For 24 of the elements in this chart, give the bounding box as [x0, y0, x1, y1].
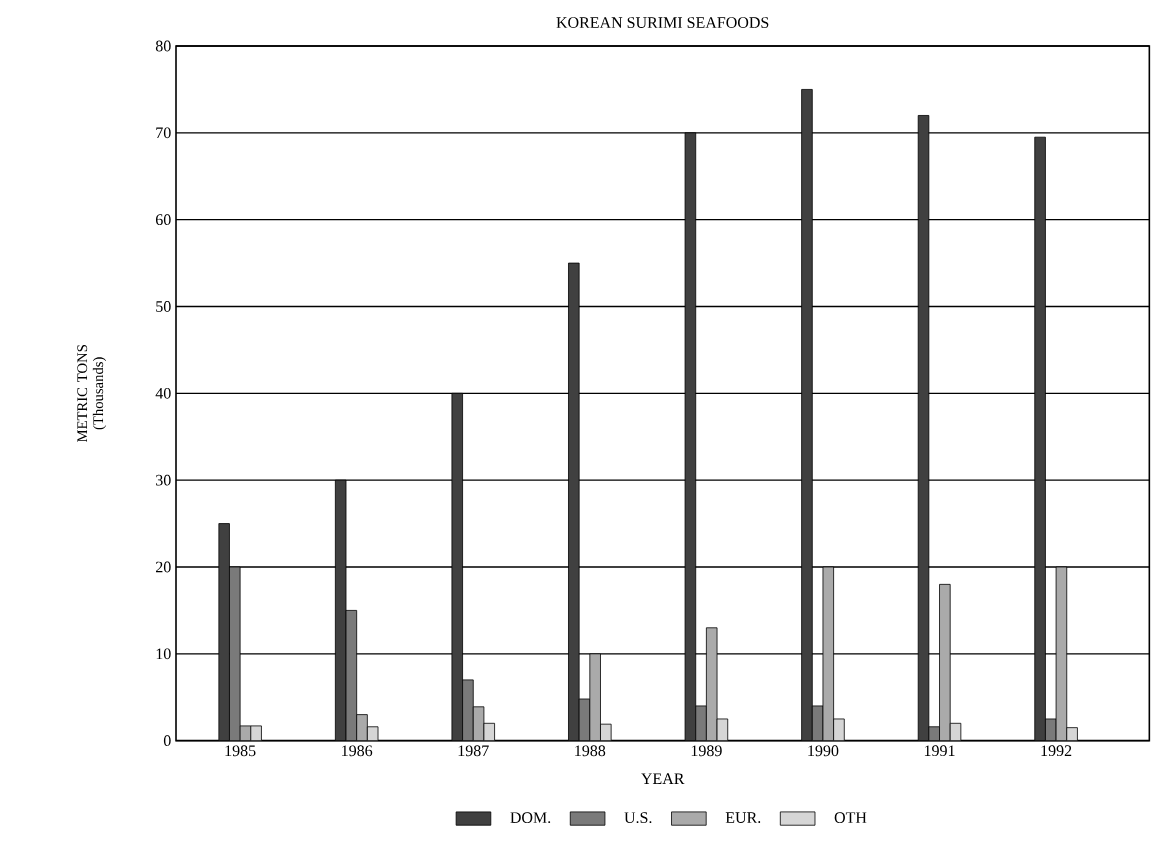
y-tick-label: 0 — [163, 735, 171, 747]
x-tick-label: 1987 — [458, 745, 489, 757]
legend-label: OTH — [834, 812, 867, 823]
x-tick-label: 1992 — [1041, 745, 1072, 757]
x-tick-label: 1988 — [575, 745, 606, 757]
y-tick-label: 20 — [156, 561, 171, 573]
y-tick-label: 60 — [155, 214, 171, 226]
y-tick-label: 50 — [156, 301, 171, 312]
y-tick-label: 70 — [156, 127, 171, 139]
y-tick-label: 80 — [155, 40, 171, 52]
x-tick-label: 1985 — [225, 745, 256, 757]
x-tick-label: 1989 — [691, 745, 722, 757]
legend-label: EUR. — [725, 812, 761, 824]
x-tick-label: 1991 — [924, 745, 955, 757]
legend-label: DOM. — [510, 812, 551, 824]
x-tick-label: 1986 — [342, 745, 373, 757]
y-tick-label: 40 — [155, 387, 171, 399]
y-tick-label: 30 — [156, 474, 171, 486]
legend-label: U.S. — [624, 812, 652, 824]
x-tick-label: 1990 — [808, 745, 839, 757]
y-tick-label: 10 — [156, 648, 171, 660]
chart-title: KOREAN SURIMI SEAFOODS — [556, 17, 769, 28]
y-axis-title: METRIC TONS (Thousands) — [77, 345, 107, 443]
x-axis-title: YEAR — [641, 773, 685, 784]
